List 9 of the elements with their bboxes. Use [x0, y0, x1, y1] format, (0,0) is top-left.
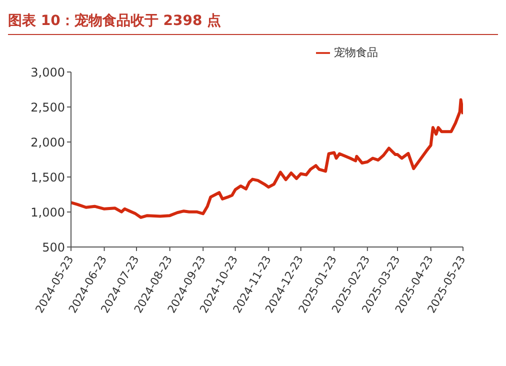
line-series: [71, 98, 463, 219]
y-tick-label: 3,000: [30, 65, 65, 80]
legend-label: 宠物食品: [334, 46, 378, 59]
y-tick-label: 1,000: [30, 205, 65, 220]
y-tick-label: 1,500: [30, 170, 65, 184]
y-tick-label: 2,500: [30, 100, 65, 114]
y-tick-label: 500: [42, 240, 65, 254]
y-tick-label: 2,000: [30, 135, 65, 150]
chart-title: 图表 10：宠物食品收于 2398 点: [8, 8, 498, 35]
